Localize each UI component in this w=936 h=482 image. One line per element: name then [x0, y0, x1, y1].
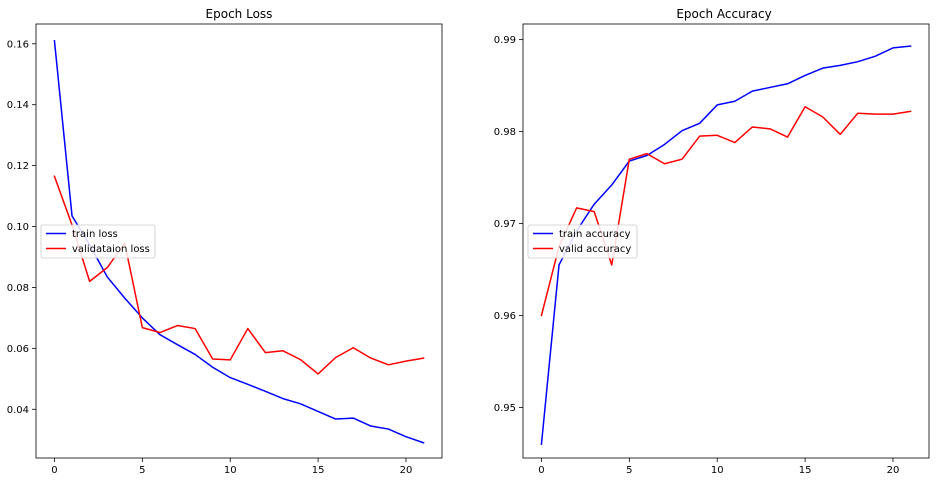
- loss-x-tick-label-20: 20: [400, 465, 413, 476]
- accuracy-y-tick-label-2: 0.97: [494, 219, 516, 230]
- loss-y-tick-label-1: 0.06: [7, 344, 29, 355]
- loss-y-tick-label-2: 0.08: [7, 283, 29, 294]
- loss-legend: train loss validataion loss: [40, 224, 156, 259]
- loss-x-tick-label-5: 5: [139, 465, 145, 476]
- accuracy-ticks: 0 5 10 15 20 0.95 0.96 0.97 0.98 0.99: [494, 35, 900, 476]
- loss-ticks: 0 5 10 15 20 0.04 0.06 0.08 0.10 0.12 0.14 0.16: [7, 39, 413, 476]
- loss-legend-box: [40, 224, 156, 259]
- loss-y-tick-label-4: 0.12: [7, 161, 29, 172]
- legend-label-valid-accuracy: valid accuracy: [559, 244, 631, 255]
- loss-x-tick-label-15: 15: [312, 465, 325, 476]
- accuracy-y-tick-label-0: 0.95: [494, 403, 516, 414]
- accuracy-x-tick-label-15: 15: [799, 465, 812, 476]
- accuracy-y-tick-label-3: 0.98: [494, 127, 516, 138]
- accuracy-y-tick-label-1: 0.96: [494, 311, 516, 322]
- loss-chart: Epoch Loss 0 5 10 15 200.040.060.080.100.120…: [7, 7, 443, 476]
- accuracy-x-tick-label-0: 0: [538, 465, 544, 476]
- legend-label-train-accuracy: train accuracy: [559, 229, 631, 240]
- legend-label-train-loss: train loss: [72, 229, 118, 240]
- loss-y-tick-label-6: 0.16: [7, 39, 29, 50]
- accuracy-x-tick-label-5: 5: [626, 465, 632, 476]
- loss-y-tick-label-3: 0.10: [7, 222, 29, 233]
- series-line-train-loss: [53, 39, 425, 444]
- accuracy-x-tick-label-10: 10: [711, 465, 724, 476]
- loss-chart-title: Epoch Loss: [206, 7, 273, 21]
- legend-label-validation-loss: validataion loss: [72, 244, 150, 255]
- accuracy-x-tick-label-20: 20: [887, 465, 900, 476]
- loss-y-tick-label-5: 0.14: [7, 100, 29, 111]
- series-line-train-accuracy: [540, 45, 912, 446]
- accuracy-chart: Epoch Accuracy 0 5 10 15 200.950.960.970.980…: [494, 7, 930, 476]
- accuracy-chart-title: Epoch Accuracy: [676, 7, 771, 21]
- loss-x-tick-label-10: 10: [224, 465, 237, 476]
- loss-x-tick-label-0: 0: [51, 465, 57, 476]
- loss-y-tick-label-0: 0.04: [7, 405, 29, 416]
- accuracy-legend-box: [527, 224, 638, 259]
- accuracy-legend: train accuracy valid accuracy: [527, 224, 638, 259]
- accuracy-y-tick-label-4: 0.99: [494, 35, 516, 46]
